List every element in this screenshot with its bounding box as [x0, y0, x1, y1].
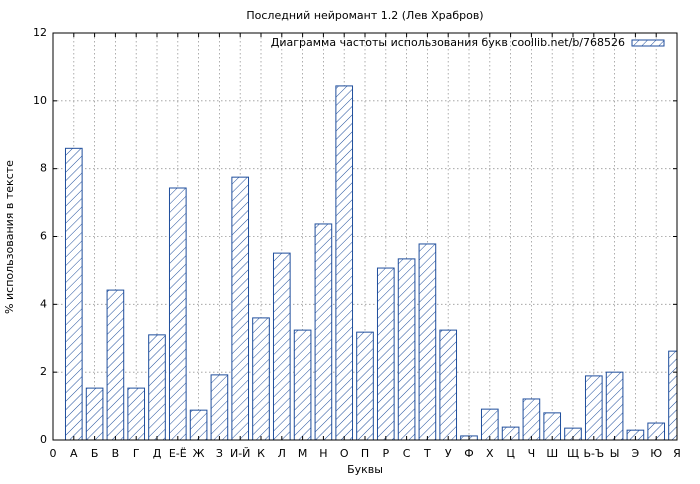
legend-label: Диаграмма частоты использования букв coo…: [271, 36, 625, 49]
x-tick-label: 0: [50, 447, 57, 460]
chart-title: Последний нейромант 1.2 (Лев Храбров): [246, 9, 483, 22]
bar: [439, 329, 458, 440]
y-tick-label: 8: [40, 162, 47, 175]
x-tick-label: П: [361, 447, 369, 460]
x-tick-label: Я: [673, 447, 681, 460]
bar: [252, 317, 270, 440]
bar: [376, 267, 395, 440]
bar: [231, 176, 250, 440]
x-tick-label: Ц: [506, 447, 515, 460]
bar: [418, 243, 437, 440]
bar: [64, 147, 83, 440]
x-tick-label: М: [298, 447, 308, 460]
x-tick-label: Щ: [567, 447, 579, 460]
y-tick-label: 10: [33, 94, 47, 107]
bar: [543, 412, 562, 440]
x-tick-label: А: [70, 447, 78, 460]
x-tick-label: Г: [133, 447, 140, 460]
bar: [522, 398, 541, 440]
x-tick-label: Ю: [650, 447, 662, 460]
bar: [168, 187, 187, 440]
bars: [64, 85, 677, 440]
x-tick-label: Т: [423, 447, 431, 460]
x-tick-label: Ы: [610, 447, 620, 460]
bar: [356, 331, 374, 440]
y-tick-label: 0: [40, 433, 47, 446]
y-axis-label: % использования в тексте: [3, 160, 16, 314]
x-tick-label: В: [112, 447, 120, 460]
x-tick-label: Х: [486, 447, 494, 460]
x-tick-label: Ч: [528, 447, 536, 460]
x-tick-label: К: [257, 447, 265, 460]
y-tick-label: 2: [40, 365, 47, 378]
bar: [272, 252, 291, 440]
x-tick-label: С: [403, 447, 411, 460]
bar: [314, 223, 333, 440]
y-tick-label: 12: [33, 26, 47, 39]
x-tick-label: Л: [278, 447, 286, 460]
bar: [189, 409, 208, 440]
bar: [564, 427, 582, 440]
x-tick-label: Э: [632, 447, 640, 460]
bar: [397, 258, 416, 440]
bar: [148, 334, 166, 440]
legend-swatch: [631, 39, 665, 47]
x-tick-label: Р: [382, 447, 389, 460]
bar: [106, 289, 125, 440]
x-tick-label: Е-Ё: [169, 447, 187, 460]
bar: [335, 85, 354, 440]
legend: Диаграмма частоты использования букв coo…: [271, 36, 665, 49]
x-tick-label: О: [340, 447, 349, 460]
x-tick-label: Б: [91, 447, 99, 460]
bar: [210, 374, 229, 440]
bar: [584, 375, 603, 440]
bar: [480, 408, 499, 440]
x-axis-label: Буквы: [347, 463, 383, 476]
x-tick-label: Н: [319, 447, 327, 460]
x-tick-label: Ж: [193, 447, 205, 460]
x-tick-label: И-Й: [230, 447, 250, 460]
y-tick-label: 4: [40, 297, 47, 310]
x-tick-label: Д: [153, 447, 162, 460]
bar: [85, 387, 104, 440]
bar: [605, 371, 624, 440]
x-tick-label: У: [445, 447, 452, 460]
y-tick-label: 6: [40, 230, 47, 243]
x-tick-label: Ф: [464, 447, 473, 460]
bar: [293, 329, 312, 440]
x-tick-label: Ь-Ъ: [583, 447, 604, 460]
x-tick-label: Ш: [546, 447, 558, 460]
bar: [127, 387, 146, 440]
x-tick-label: З: [216, 447, 223, 460]
